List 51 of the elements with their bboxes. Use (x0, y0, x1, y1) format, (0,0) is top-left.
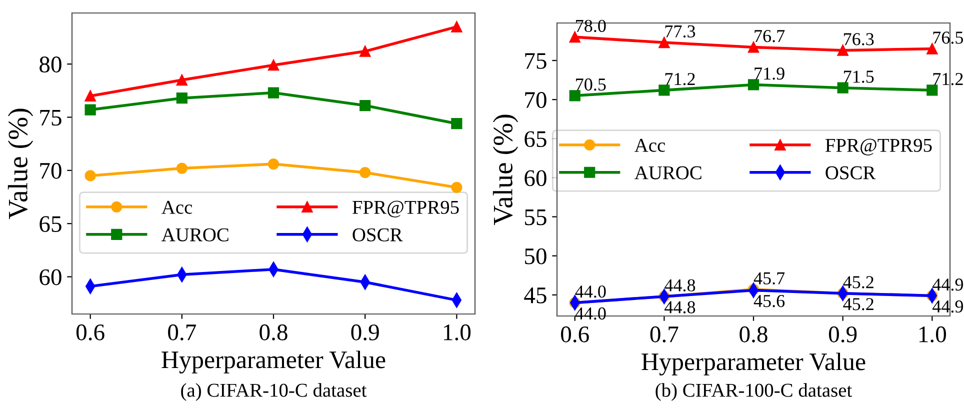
y-tick-label: 80 (40, 56, 62, 72)
text: (a) CIFAR-10-C dataset (181, 383, 367, 401)
x-axis-title: Hyperparameter Value (642, 352, 866, 376)
legend-label: OSCR (826, 166, 876, 180)
x-tick-label: 0.6 (561, 326, 589, 342)
legend-label: Acc (634, 138, 666, 152)
x-tick-label: 0.7 (168, 324, 196, 340)
legend-label: OSCR (352, 228, 403, 242)
y-tick-label: 60 (40, 269, 62, 286)
x-tick-label: 0.9 (828, 326, 857, 342)
data-label: 70.5 (576, 78, 606, 91)
text: (b) CIFAR-100-C dataset (656, 383, 852, 401)
x-tick-label: 0.8 (260, 324, 288, 340)
y-axis-title: Value (%) (492, 114, 518, 226)
data-label: 44.8 (664, 301, 696, 314)
y-tick-label: 70 (40, 162, 62, 179)
y-tick-label: 65 (40, 216, 62, 232)
x-tick-label: 1.0 (919, 326, 946, 342)
x-axis-title: Hyperparameter Value (162, 350, 386, 374)
y-tick-label: 55 (525, 210, 546, 226)
data-label: 45.2 (843, 298, 874, 310)
data-label: 76.3 (844, 33, 874, 46)
legend-label: Acc (162, 200, 192, 214)
y-tick-label: 60 (524, 170, 546, 186)
y-tick-label: 75 (525, 53, 546, 69)
y-axis-title: Value (%) (8, 108, 34, 220)
data-label: 71.5 (844, 70, 874, 83)
data-label: 44.0 (575, 285, 606, 298)
data-label: 45.6 (754, 294, 785, 308)
data-label: 77.3 (665, 25, 696, 38)
data-label: 71.9 (754, 68, 784, 80)
data-label: 45.2 (843, 276, 874, 288)
x-tick-label: 1.0 (444, 324, 471, 340)
x-tick-label: 0.9 (351, 324, 379, 340)
data-label: 78.0 (576, 20, 606, 32)
data-label: 44.8 (664, 279, 696, 292)
legend-label: AUROC (162, 228, 228, 242)
x-tick-label: 0.7 (650, 326, 678, 342)
y-tick-label: 45 (524, 288, 546, 304)
data-label: 45.7 (754, 272, 785, 284)
x-tick-label: 0.6 (76, 324, 104, 340)
y-tick-label: 70 (525, 92, 546, 108)
legend-label: AUROC (634, 166, 702, 180)
y-tick-label: 75 (40, 110, 62, 126)
legend-label: FPR@TPR95 (352, 200, 459, 218)
y-tick-label: 50 (525, 248, 546, 264)
data-label: 71.2 (665, 73, 695, 86)
y-tick-label: 65 (524, 131, 546, 148)
x-tick-label: 0.8 (740, 326, 768, 342)
data-label: 76.7 (754, 30, 785, 42)
legend-label: FPR@TPR95 (825, 138, 932, 156)
